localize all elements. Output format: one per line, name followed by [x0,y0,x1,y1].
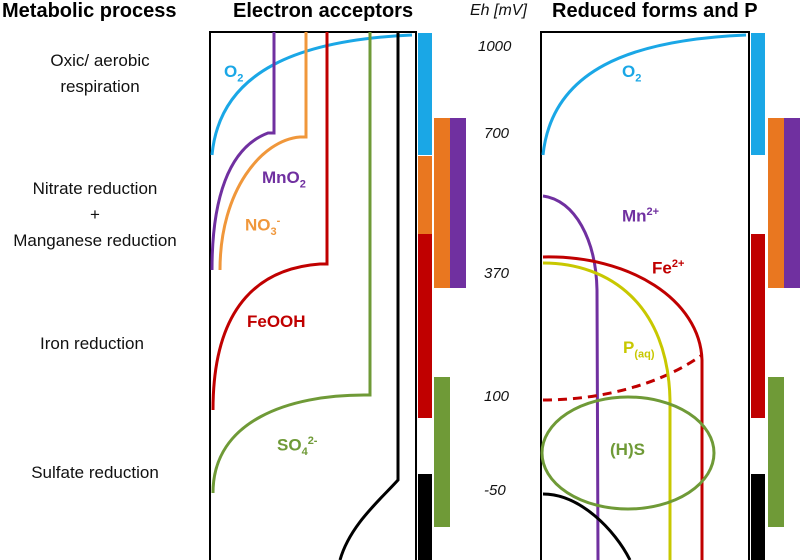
header-electron-acceptors: Electron acceptors [233,0,414,22]
label-reduced-hs: (H)S [610,440,645,459]
process-sulfate: Sulfate reduction [31,463,159,482]
process-oxic: Oxic/ aerobic respiration [10,48,190,100]
curve-acceptor-so4 [211,32,372,494]
process-iron: Iron reduction [40,334,144,353]
eh-tick-minus50: -50 [484,482,506,499]
label-acceptor-mno2: MnO2 [262,168,306,191]
curve-acceptor-o2 [210,33,413,156]
label-reduced-mn: Mn2+ [622,206,660,226]
curve-reduced-black [542,492,632,560]
bar-left-sulfate [434,377,450,527]
process-nitrate-manganese: Nitrate reduction + Manganese reduction [0,176,190,254]
eh-tick-700: 700 [484,125,510,142]
bar-right-nitrate [768,118,784,288]
header-reduced-forms: Reduced forms and P [552,0,758,22]
header-eh-axis: Eh [mV] [470,2,527,19]
label-reduced-p: P(aq) [623,338,655,361]
curve-acceptor-feooh [211,32,329,411]
process-nitrate-plus: + [90,205,100,224]
bar-left-oxygen [418,33,432,155]
label-acceptor-feooh: FeOOH [247,312,306,331]
curve-reduced-p [542,261,672,560]
curve-acceptor-no3 [218,32,308,271]
bar-right-iron [751,234,765,418]
bar-right-black [751,474,765,560]
eh-tick-1000: 1000 [478,38,512,55]
bar-right-sulfate [768,377,784,527]
label-reduced-o2: O2 [622,62,642,85]
label-acceptor-no3: NO3- [245,215,281,239]
curve-reduced-fe-dashed [542,353,703,402]
acceptor-panel-frame [209,31,417,560]
bar-left-iron [418,234,432,418]
curve-acceptor-mno2 [210,32,276,271]
label-acceptor-so4: SO42- [277,435,318,459]
curve-reduced-o2 [541,33,747,156]
bar-left-manganese [450,118,466,288]
bar-right-oxygen [751,33,765,155]
curve-acceptor-black [338,32,400,560]
process-oxic-line2: respiration [60,77,140,96]
eh-tick-370: 370 [484,265,510,282]
eh-tick-100: 100 [484,388,510,405]
label-acceptor-o2: O2 [224,62,244,85]
process-nitrate-line1: Nitrate reduction [32,179,158,198]
header-metabolic-process: Metabolic process [2,0,177,22]
bar-left-black [418,474,432,560]
curve-reduced-mn [542,194,600,560]
label-reduced-fe: Fe2+ [652,258,685,278]
bar-right-manganese [784,118,800,288]
curve-reduced-fe [542,255,704,560]
process-manganese-line: Manganese reduction [13,231,177,250]
bar-left-nitrate [418,156,432,234]
curve-reduced-hs [540,395,716,511]
process-oxic-line1: Oxic/ aerobic [50,51,150,70]
bar-left-nitrate-upper [434,118,450,288]
reduced-panel-frame [540,31,750,560]
